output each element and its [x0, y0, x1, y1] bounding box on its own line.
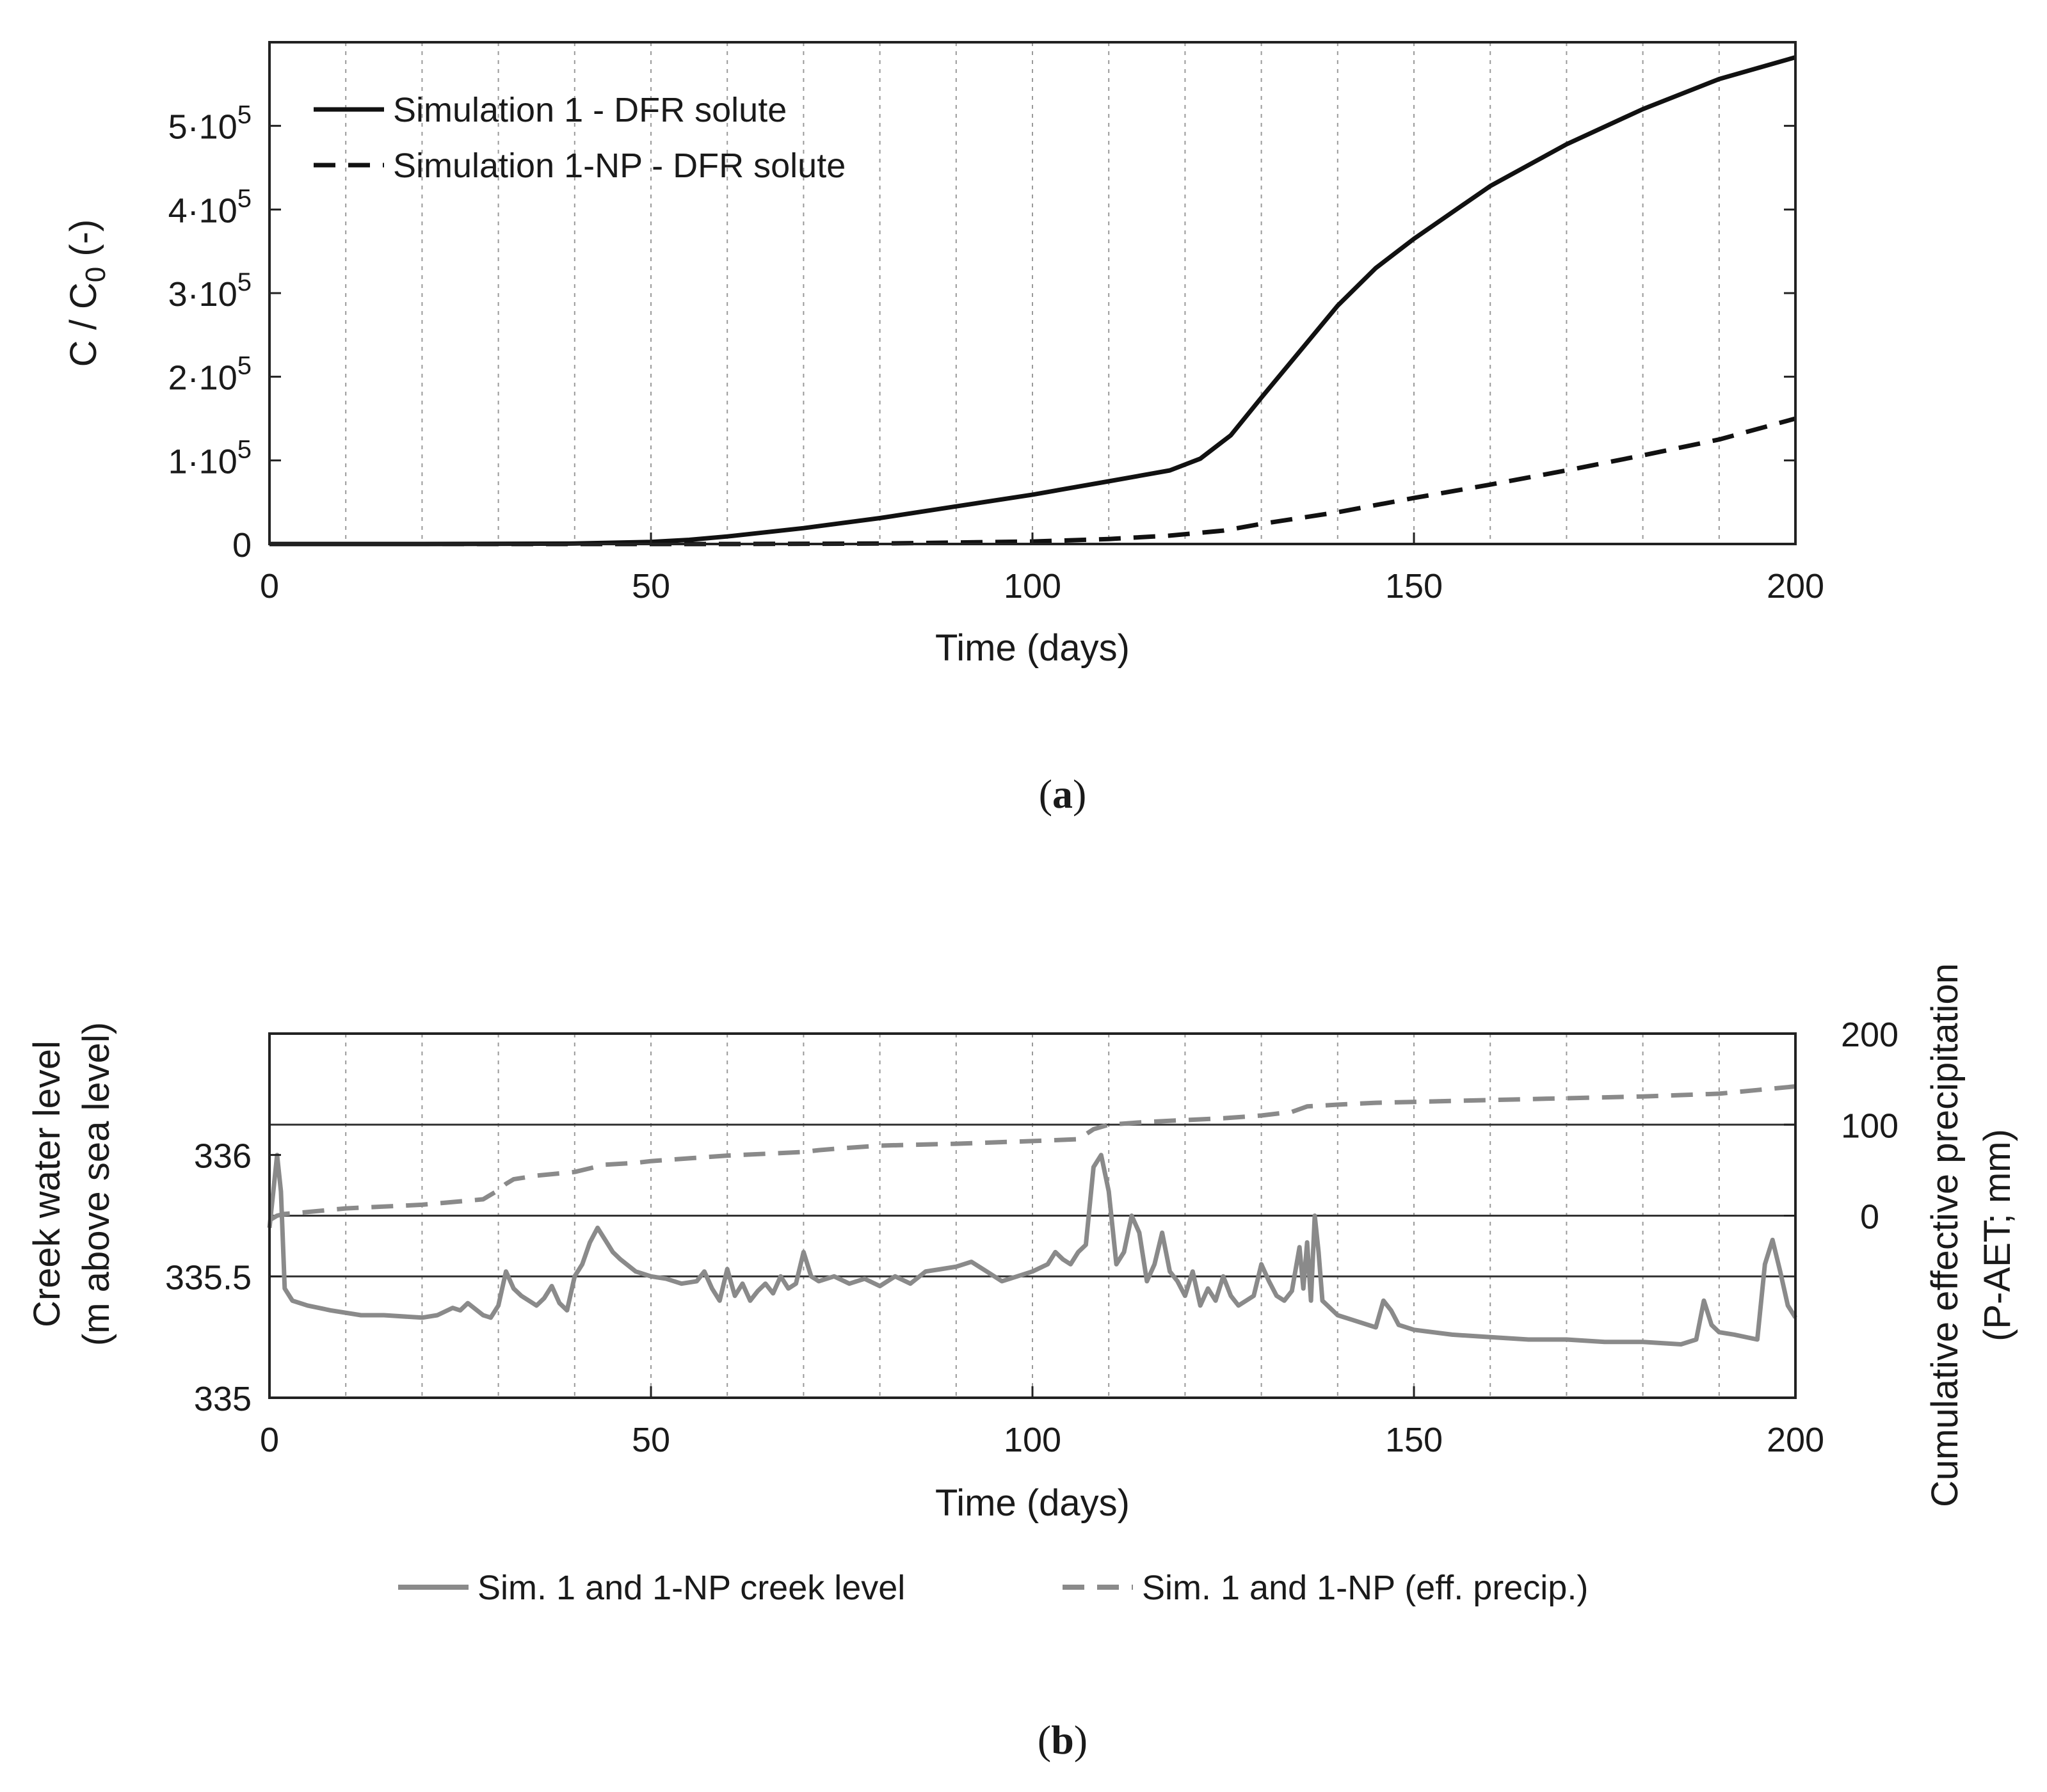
svg-text:(m above sea level): (m above sea level): [76, 1022, 117, 1346]
panel-b-x-tick-label: 200: [1767, 1421, 1824, 1459]
panel-b-right-y-ticks: 0 100 200: [1784, 1016, 1898, 1236]
panel-a-y-tick-label: 0: [232, 526, 252, 564]
legend-label-simulation-1: Simulation 1 - DFR solute: [393, 91, 787, 129]
panel-b-right-y-tick-label: 0: [1860, 1198, 1879, 1236]
panel-a-background: [0, 0, 2047, 845]
panel-b-left-y-ticks: 335 335.5 336: [165, 1137, 281, 1418]
panel-a-x-tick-label: 150: [1385, 567, 1443, 605]
panel-b-left-y-axis-label: Creek water level (m above sea level): [26, 1022, 117, 1346]
panel-b-grid: [269, 1034, 1795, 1398]
panel-a-y-tick-label: 4·105: [168, 184, 252, 230]
panel-a-x-tick-label: 200: [1767, 567, 1824, 605]
panel-a-y-tick-label: 2·105: [168, 352, 252, 397]
panel-a-grid: [345, 42, 1720, 544]
panel-a-y-tick-label: 5·105: [168, 101, 252, 147]
panel-b-left-y-tick-label: 335: [194, 1380, 252, 1418]
panel-a-y-ticks: 0 1·105 2·105 3·105 4·105 5·105: [168, 101, 1795, 564]
panel-a-x-ticks: 0 50 100 150 200: [260, 532, 1824, 605]
panel-b-series: [267, 1084, 1797, 1347]
panel-b-left-y-tick-label: 335.5: [165, 1258, 252, 1297]
panel-b-legend: Sim. 1 and 1-NP creek level Sim. 1 and 1…: [398, 1569, 1588, 1607]
svg-text:Creek water level: Creek water level: [26, 1041, 68, 1327]
panel-a-y-tick-label: 1·105: [168, 435, 252, 481]
panel-b-right-y-axis-label: Cumulative effective precipitation (P-AE…: [1924, 963, 2018, 1507]
panel-a-legend: Simulation 1 - DFR solute Simulation 1-N…: [314, 91, 846, 185]
legend-label-eff-precip: Sim. 1 and 1-NP (eff. precip.): [1142, 1569, 1588, 1607]
series-line-simulation-1: [269, 55, 1796, 547]
panel-b-x-tick-label: 100: [1004, 1421, 1061, 1459]
panel-b-x-ticks: 0 50 100 150 200: [260, 1386, 1824, 1459]
series-line-eff-precip: [268, 1084, 1796, 1222]
panel-b-x-axis-label: Time (days): [935, 1482, 1130, 1524]
legend-label-creek-level: Sim. 1 and 1-NP creek level: [478, 1569, 905, 1607]
panel-a-x-tick-label: 50: [632, 567, 670, 605]
panel-b-right-y-tick-label: 200: [1841, 1016, 1898, 1054]
series-line-creek-level: [267, 1153, 1797, 1347]
panel-a-x-axis-label: Time (days): [935, 627, 1130, 669]
panel-a-x-tick-label: 0: [260, 567, 279, 605]
panel-b-left-y-tick-label: 336: [194, 1137, 252, 1176]
panel-b-x-tick-label: 50: [632, 1421, 670, 1459]
panel-b-caption: (b): [1038, 1717, 1088, 1763]
svg-text:(P-AET; mm): (P-AET; mm): [1977, 1129, 2018, 1341]
legend-label-simulation-1-np: Simulation 1-NP - DFR solute: [393, 147, 846, 185]
panel-a-x-tick-label: 100: [1004, 567, 1061, 605]
panel-a-caption: (a): [1039, 771, 1087, 817]
panel-b-right-y-tick-label: 100: [1841, 1107, 1898, 1145]
panel-b-x-tick-label: 0: [260, 1421, 279, 1459]
svg-text:Cumulative effective precipita: Cumulative effective precipitation: [1924, 963, 1966, 1507]
panel-a-y-tick-label: 3·105: [168, 268, 252, 314]
panel-a-y-axis-label: C / C0 (-): [63, 220, 111, 367]
panel-b-x-tick-label: 150: [1385, 1421, 1443, 1459]
panel-b-chart: 335 335.5 336 0 100 200 0 50 100 150 200 Time (d…: [26, 963, 2018, 1763]
